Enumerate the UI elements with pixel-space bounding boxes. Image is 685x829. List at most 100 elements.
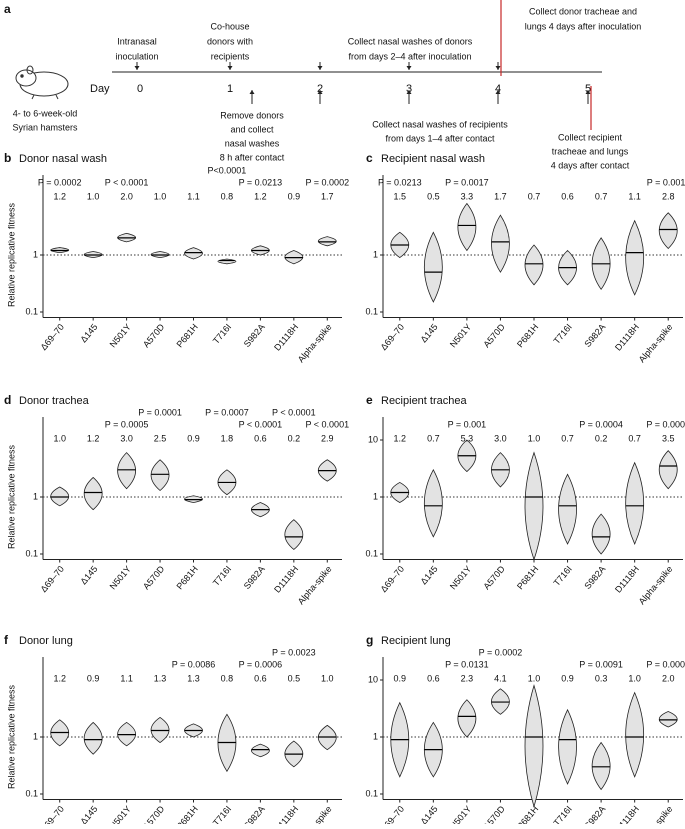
arrow-head <box>249 90 255 94</box>
x-tick-label: P681H <box>174 564 199 592</box>
y-tick-label: 1 <box>33 491 38 501</box>
x-tick-label: Alpha-spike <box>637 564 675 606</box>
panel-title: Recipient lung <box>381 635 451 647</box>
median-label: 3.0 <box>494 433 507 443</box>
violin <box>625 461 645 545</box>
panel: e Recipient trachea 0.1 1 10 Δ69–70 1.2 Δ145 0.7… <box>365 393 685 606</box>
violin <box>625 691 645 778</box>
p-value: P = 0.0005 <box>105 419 149 429</box>
p-value: P<0.0001 <box>208 165 247 175</box>
median-label: 1.2 <box>394 433 407 443</box>
x-tick-label: A570D <box>481 322 507 350</box>
median-label: 2.3 <box>461 673 474 683</box>
p-value: P = 0.0131 <box>445 659 489 669</box>
day-number: 4 <box>495 83 501 95</box>
y-tick-label: 1 <box>33 731 38 741</box>
median-label: 5.3 <box>461 433 474 443</box>
violin <box>50 486 70 507</box>
median-label: 1.2 <box>254 191 267 201</box>
x-tick-label: D1118H <box>613 804 641 824</box>
animal-text: 4- to 6-week-old <box>13 108 78 118</box>
violin <box>658 450 678 490</box>
x-tick-label: Alpha-spike <box>637 322 675 364</box>
y-tick-label: 0.1 <box>365 788 378 798</box>
violin <box>217 258 237 265</box>
median-label: 1.2 <box>87 433 100 443</box>
p-value: P < 0.0001 <box>305 419 349 429</box>
panel-label: a <box>4 2 11 16</box>
p-value: P = 0.0004 <box>579 419 623 429</box>
median-label: 1.3 <box>187 673 200 683</box>
arrow-head <box>134 66 140 70</box>
median-label: 1.1 <box>120 673 133 683</box>
animal-text: Syrian hamsters <box>12 122 78 132</box>
x-tick-label: Alpha-spike <box>296 804 334 824</box>
violin <box>625 219 644 296</box>
event-text: lungs 4 days after inoculation <box>525 21 642 31</box>
median-label: 1.0 <box>528 673 541 683</box>
panel-title: Recipient nasal wash <box>381 153 485 165</box>
violin <box>658 212 678 250</box>
median-label: 0.7 <box>628 433 641 443</box>
median-label: 2.9 <box>321 433 334 443</box>
median-label: 3.5 <box>662 433 675 443</box>
x-tick-label: S982A <box>582 804 607 824</box>
median-label: 0.8 <box>221 673 234 683</box>
median-label: 1.8 <box>221 433 234 443</box>
event-text: tracheae and lungs <box>552 146 629 156</box>
median-label: 1.1 <box>187 191 200 201</box>
x-tick-label: P681H <box>515 564 540 592</box>
y-tick-label: 0.1 <box>25 548 38 558</box>
y-tick-label: 0.1 <box>25 306 38 316</box>
median-label: 3.3 <box>461 191 474 201</box>
median-label: 0.9 <box>561 673 574 683</box>
event-text: recipients <box>211 51 250 61</box>
p-value: P = 0.0007 <box>205 407 249 417</box>
p-value: P = 0.0017 <box>445 177 489 187</box>
arrow-head <box>317 66 323 70</box>
median-label: 1.3 <box>154 673 167 683</box>
panel-title: Recipient trachea <box>381 395 467 407</box>
x-tick-label: Δ69–70 <box>379 804 407 824</box>
x-tick-label: Δ69–70 <box>379 322 407 352</box>
event-text: from days 1–4 after contact <box>385 133 495 143</box>
violin <box>491 214 510 273</box>
median-label: 0.6 <box>254 673 267 683</box>
median-label: 0.2 <box>288 433 301 443</box>
y-axis-label: Relative replicative fitness <box>6 684 16 789</box>
x-tick-label: Δ145 <box>419 564 440 587</box>
panel: b Donor nasal wash Relative replicative fi… <box>4 151 349 364</box>
x-tick-label: Δ69–70 <box>379 564 407 594</box>
x-tick-label: T716I <box>551 564 573 588</box>
violin <box>524 244 544 286</box>
hamster-icon <box>15 65 69 100</box>
y-axis-label: Relative replicative fitness <box>6 444 16 549</box>
p-value: P = 0.0001 <box>138 407 182 417</box>
event-text: Collect recipient <box>558 132 623 142</box>
panel-label: e <box>366 393 373 407</box>
x-tick-label: S982A <box>582 322 607 349</box>
p-value: P = 0.0002 <box>38 177 82 187</box>
x-tick-label: P681H <box>515 804 540 824</box>
median-label: 0.9 <box>187 433 200 443</box>
x-tick-label: Alpha-spike <box>296 564 334 606</box>
violin <box>83 721 103 755</box>
p-value: P = 0.0213 <box>239 177 283 187</box>
x-tick-label: D1118H <box>272 804 300 824</box>
panel-title: Donor lung <box>19 635 73 647</box>
day-number: 1 <box>227 83 233 95</box>
day-number: 5 <box>585 83 591 95</box>
median-label: 0.9 <box>288 191 301 201</box>
x-tick-label: D1118H <box>272 564 300 595</box>
median-label: 1.0 <box>87 191 100 201</box>
y-tick-label: 1 <box>373 249 378 259</box>
violin <box>317 236 337 247</box>
p-value: P = 0.0011 <box>647 177 685 187</box>
violin <box>658 711 678 728</box>
violin <box>524 451 544 561</box>
p-value: P = 0.0006 <box>239 659 283 669</box>
x-tick-label: A570D <box>141 564 167 592</box>
x-tick-label: P681H <box>515 322 540 350</box>
x-tick-label: Δ69–70 <box>38 804 66 824</box>
x-tick-label: S982A <box>582 564 607 591</box>
